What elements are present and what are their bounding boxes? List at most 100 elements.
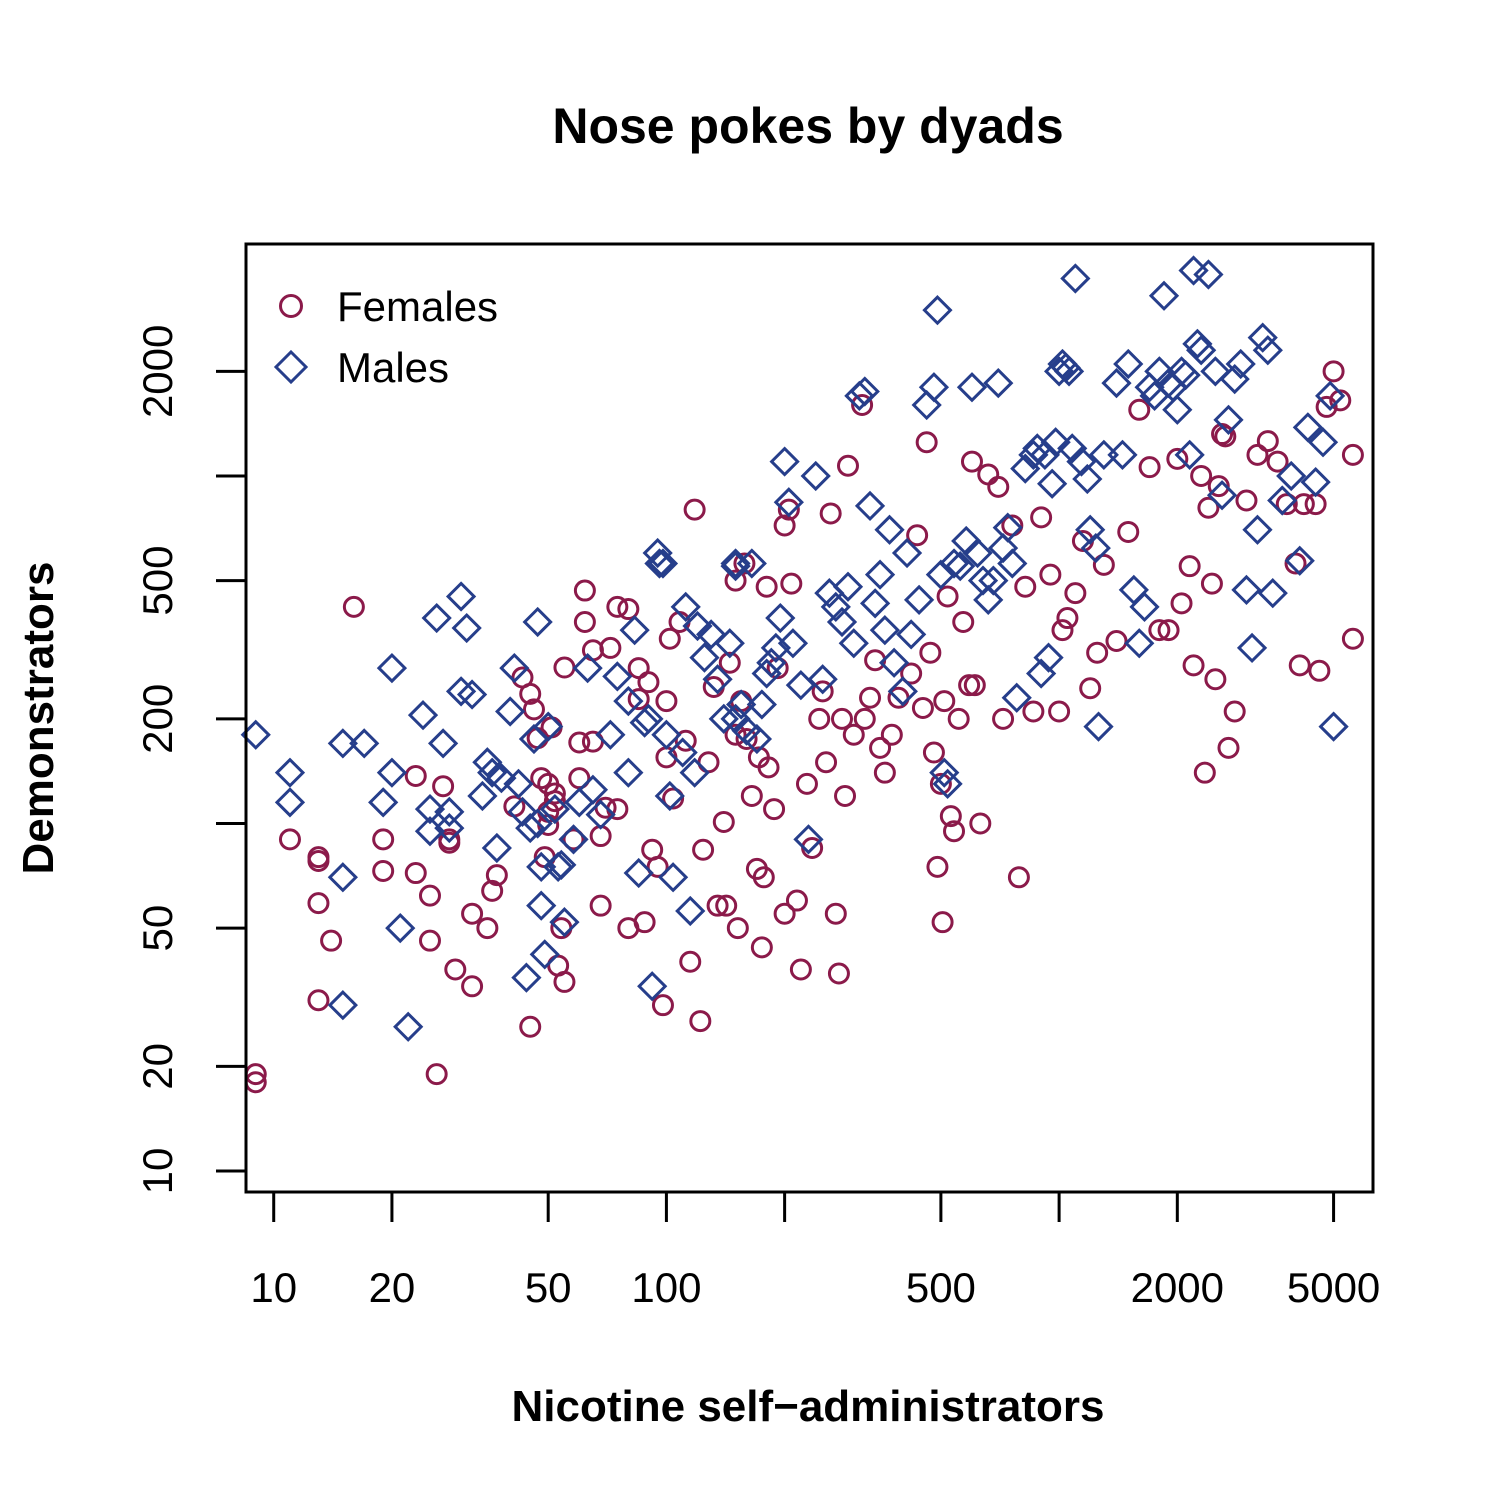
males-point <box>549 907 580 938</box>
females-point <box>952 610 975 633</box>
females-point <box>963 674 986 697</box>
males-point <box>962 537 993 569</box>
males-point <box>1080 532 1111 564</box>
females-point <box>1064 582 1087 605</box>
females-point <box>880 723 903 746</box>
females-point <box>933 690 956 713</box>
x-tick-label: 50 <box>525 1264 572 1311</box>
females-point <box>519 682 542 705</box>
males-point <box>274 787 306 818</box>
females-point <box>922 741 945 764</box>
females-point <box>573 610 596 633</box>
males-point <box>651 719 682 750</box>
males-point <box>511 962 542 993</box>
females-point <box>1128 398 1151 421</box>
females-point <box>1170 592 1193 615</box>
males-point <box>1148 280 1180 311</box>
y-tick-label: 10 <box>134 1148 181 1195</box>
females-point <box>724 569 747 592</box>
males-point <box>760 632 791 664</box>
males-point <box>800 460 831 492</box>
females-point <box>1200 572 1223 595</box>
females-point <box>627 688 650 711</box>
males-point <box>1182 328 1213 359</box>
males-point <box>1033 642 1064 673</box>
females-point <box>540 716 563 739</box>
males-point <box>1040 427 1071 458</box>
males-point <box>572 652 603 684</box>
females-point <box>750 936 773 959</box>
males-point <box>376 652 408 684</box>
females-point <box>789 958 812 981</box>
males-point <box>421 602 452 634</box>
females-point <box>1329 389 1352 412</box>
males-point <box>682 610 713 642</box>
males-point <box>777 628 809 659</box>
females-point <box>1235 489 1258 512</box>
males-point <box>1300 466 1331 498</box>
females-point <box>1007 866 1030 889</box>
males-point <box>874 514 905 545</box>
males-point <box>1307 427 1339 458</box>
males-point <box>1060 263 1091 294</box>
females-point <box>674 729 697 752</box>
females-point <box>1157 619 1180 642</box>
females-point <box>320 929 343 952</box>
males-point <box>765 602 796 634</box>
legend-males-label: Males <box>337 344 449 391</box>
males-point <box>785 670 816 701</box>
females-point <box>1275 493 1298 516</box>
males-point <box>1193 259 1224 290</box>
males-point <box>1174 439 1205 470</box>
females-point <box>485 864 508 887</box>
females-point <box>752 866 775 889</box>
males-point <box>414 793 446 825</box>
males-point <box>327 728 358 759</box>
females-point <box>947 707 970 730</box>
legend: Females Males <box>273 283 498 391</box>
males-point <box>1129 591 1160 622</box>
males-point <box>891 537 923 569</box>
females-point <box>1341 443 1364 466</box>
females-point <box>553 656 576 679</box>
females-point <box>553 970 576 993</box>
females-point <box>1193 761 1216 784</box>
females-point <box>831 707 854 730</box>
males-point <box>647 548 679 579</box>
females-point <box>461 975 484 998</box>
males-point <box>1247 322 1278 353</box>
x-tick-label: 10 <box>250 1264 297 1311</box>
x-axis: 10 20 50 100 500 2000 5000 <box>250 1190 1380 1311</box>
x-tick-label: 20 <box>369 1264 416 1311</box>
males-point <box>679 757 710 788</box>
females-point <box>1256 430 1279 453</box>
females-point <box>307 892 330 915</box>
males-point <box>667 737 698 768</box>
males-point <box>826 606 858 638</box>
females-point <box>481 879 504 902</box>
males-point <box>903 584 935 615</box>
males-point <box>499 652 530 684</box>
males-point <box>956 372 988 403</box>
females-point <box>438 831 461 854</box>
chart-title: Nose pokes by dyads <box>552 98 1063 154</box>
y-tick-label: 2000 <box>134 325 181 418</box>
males-point <box>1037 468 1068 499</box>
females-point <box>1148 619 1171 642</box>
males-point <box>1200 356 1231 387</box>
females-point <box>931 911 954 934</box>
males-point <box>637 971 668 1002</box>
males-point <box>1113 348 1144 380</box>
females-point <box>522 698 545 721</box>
females-point <box>1204 668 1227 691</box>
males-point <box>793 824 824 855</box>
y-axis-label: Demonstrators <box>14 562 63 875</box>
males-point <box>393 1011 424 1042</box>
females-point <box>1207 475 1230 498</box>
males-point <box>327 862 358 893</box>
females-point <box>773 514 796 537</box>
males-point <box>1124 628 1155 659</box>
males-point <box>477 757 508 788</box>
males-point <box>807 664 838 695</box>
males-point <box>1029 439 1061 470</box>
